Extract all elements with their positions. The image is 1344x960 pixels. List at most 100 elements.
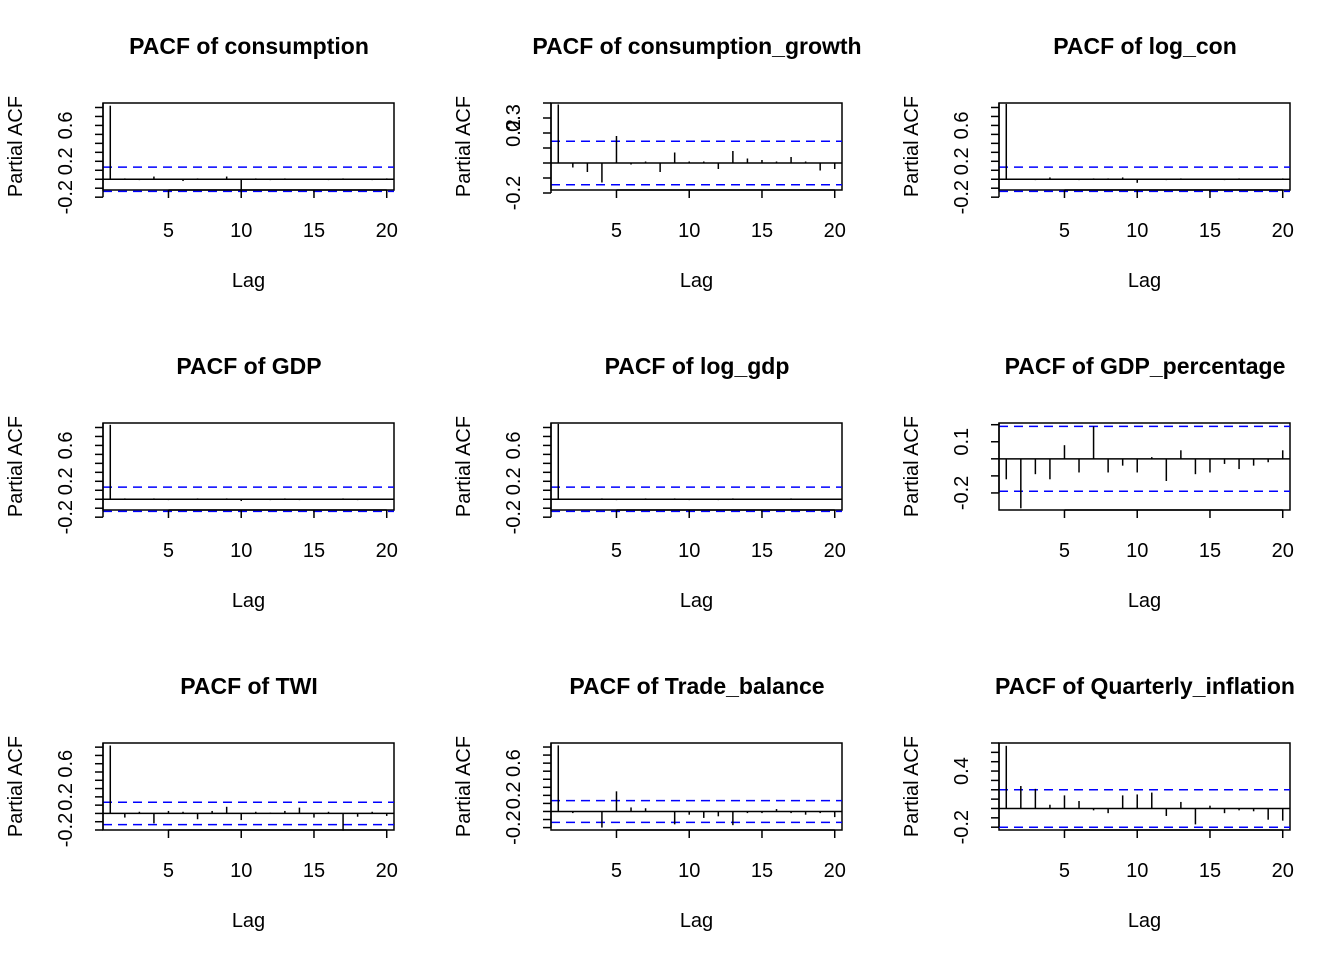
- pacf-panel: PACF of consumption 5 10 15 20 Lag -0.2 0.2 0.6 P…: [5, 33, 398, 292]
- x-tick-label: 20: [1272, 220, 1294, 242]
- y-axis-label: Partial ACF: [453, 96, 475, 197]
- y-axis-label: Partial ACF: [5, 416, 27, 517]
- x-tick-label: 15: [303, 540, 325, 562]
- x-axis-label: Lag: [232, 590, 265, 612]
- plot-frame: [102, 102, 395, 191]
- x-tick-label: 15: [1199, 540, 1221, 562]
- x-axis: 5 10 15 20 Lag: [163, 509, 398, 612]
- y-tick-label: -0.2: [503, 176, 525, 210]
- x-tick-label: 5: [163, 540, 174, 562]
- x-tick-label: 5: [1059, 220, 1070, 242]
- y-tick-label: 0.6: [951, 112, 973, 140]
- x-axis-label: Lag: [1128, 910, 1161, 932]
- x-tick-label: 20: [376, 220, 398, 242]
- y-tick-label: 0.2: [503, 467, 525, 495]
- x-tick-label: 15: [1199, 860, 1221, 882]
- plot-frame: [998, 102, 1291, 191]
- x-tick-label: 10: [678, 220, 700, 242]
- x-tick-label: 5: [611, 860, 622, 882]
- x-axis: 5 10 15 20 Lag: [1059, 189, 1294, 292]
- y-tick-label: -0.2: [503, 500, 525, 534]
- chart-title: PACF of consumption: [129, 33, 369, 59]
- chart-title: PACF of log_con: [1053, 33, 1237, 59]
- x-tick-label: 15: [751, 220, 773, 242]
- x-tick-label: 10: [1126, 860, 1148, 882]
- y-tick-label: -0.2: [55, 180, 77, 214]
- x-tick-label: 15: [1199, 220, 1221, 242]
- y-tick-label: 0.6: [55, 432, 77, 460]
- x-axis-label: Lag: [680, 270, 713, 292]
- x-tick-label: 20: [824, 220, 846, 242]
- y-axis-label: Partial ACF: [5, 736, 27, 837]
- x-axis: 5 10 15 20 Lag: [611, 189, 846, 292]
- y-axis: -0.2 0.20.3 Partial ACF: [453, 96, 552, 210]
- y-axis: -0.20.2 0.6 Partial ACF: [453, 736, 552, 845]
- x-tick-label: 5: [163, 220, 174, 242]
- y-tick-label: 0.2: [55, 147, 77, 175]
- x-axis-label: Lag: [1128, 590, 1161, 612]
- pacf-panel: PACF of TWI 5 10 15 20 Lag -0.20.2 0.6 Partial A…: [5, 673, 398, 932]
- chart-title: PACF of TWI: [180, 673, 318, 699]
- y-axis: -0.2 0.1 Partial ACF: [901, 416, 1000, 517]
- x-axis: 5 10 15 20 Lag: [1059, 509, 1294, 612]
- x-tick-label: 10: [230, 860, 252, 882]
- chart-title: PACF of Trade_balance: [569, 673, 824, 699]
- y-axis: -0.2 0.4 Partial ACF: [901, 736, 1000, 844]
- x-tick-label: 10: [678, 540, 700, 562]
- y-tick-label: -0.2: [503, 810, 525, 844]
- x-axis: 5 10 15 20 Lag: [611, 829, 846, 932]
- x-tick-label: 20: [824, 540, 846, 562]
- y-tick-label: -0.2: [951, 476, 973, 510]
- chart-title: PACF of Quarterly_inflation: [995, 673, 1295, 699]
- y-axis-label: Partial ACF: [453, 736, 475, 837]
- y-tick-label: 0.2: [503, 781, 525, 809]
- plot-frame: [102, 742, 395, 831]
- x-axis-label: Lag: [680, 590, 713, 612]
- y-tick-label: 0.1: [951, 428, 973, 456]
- x-axis-label: Lag: [232, 270, 265, 292]
- plot-frame: [550, 102, 843, 191]
- pacf-panel: PACF of log_con 5 10 15 20 Lag -0.2 0.2 0.6 Parti…: [901, 33, 1294, 292]
- x-tick-label: 10: [678, 860, 700, 882]
- y-tick-label: 0.6: [55, 750, 77, 778]
- x-axis-label: Lag: [680, 910, 713, 932]
- y-axis-label: Partial ACF: [901, 416, 923, 517]
- y-tick-label: -0.2: [951, 180, 973, 214]
- x-axis: 5 10 15 20 Lag: [611, 509, 846, 612]
- pacf-panel: PACF of consumption_growth 5 10 15 20 Lag -0.2…: [453, 33, 862, 292]
- chart-title: PACF of GDP: [176, 353, 321, 379]
- y-tick-label: -0.2: [55, 500, 77, 534]
- x-tick-label: 5: [611, 220, 622, 242]
- y-tick-label: 0.4: [951, 757, 973, 785]
- pacf-panel: PACF of log_gdp 5 10 15 20 Lag -0.2 0.2 0.6 Parti…: [453, 353, 846, 612]
- plot-frame: [102, 422, 395, 511]
- x-tick-label: 20: [824, 860, 846, 882]
- x-axis-label: Lag: [1128, 270, 1161, 292]
- x-tick-label: 10: [230, 540, 252, 562]
- y-tick-label: 0.6: [503, 749, 525, 777]
- plot-frame: [550, 742, 843, 831]
- x-tick-label: 5: [611, 540, 622, 562]
- x-tick-label: 15: [751, 540, 773, 562]
- y-tick-label: 0.2: [951, 147, 973, 175]
- x-tick-label: 10: [1126, 540, 1148, 562]
- chart-title: PACF of GDP_percentage: [1005, 353, 1286, 379]
- x-tick-label: 20: [376, 540, 398, 562]
- x-tick-label: 15: [303, 860, 325, 882]
- x-tick-label: 5: [1059, 540, 1070, 562]
- y-tick-label: 0.6: [503, 432, 525, 460]
- y-tick-label: 0.3: [503, 104, 525, 132]
- pacf-panel: PACF of GDP 5 10 15 20 Lag -0.2 0.2 0.6 Partial A…: [5, 353, 398, 612]
- x-axis: 5 10 15 20 Lag: [1059, 829, 1294, 932]
- chart-title: PACF of consumption_growth: [532, 33, 861, 59]
- y-tick-label: 0.2: [503, 119, 525, 147]
- pacf-panel: PACF of Trade_balance 5 10 15 20 Lag -0.20.2 0.…: [453, 673, 846, 932]
- y-axis-label: Partial ACF: [901, 96, 923, 197]
- plot-frame: [550, 422, 843, 511]
- x-axis: 5 10 15 20 Lag: [163, 829, 398, 932]
